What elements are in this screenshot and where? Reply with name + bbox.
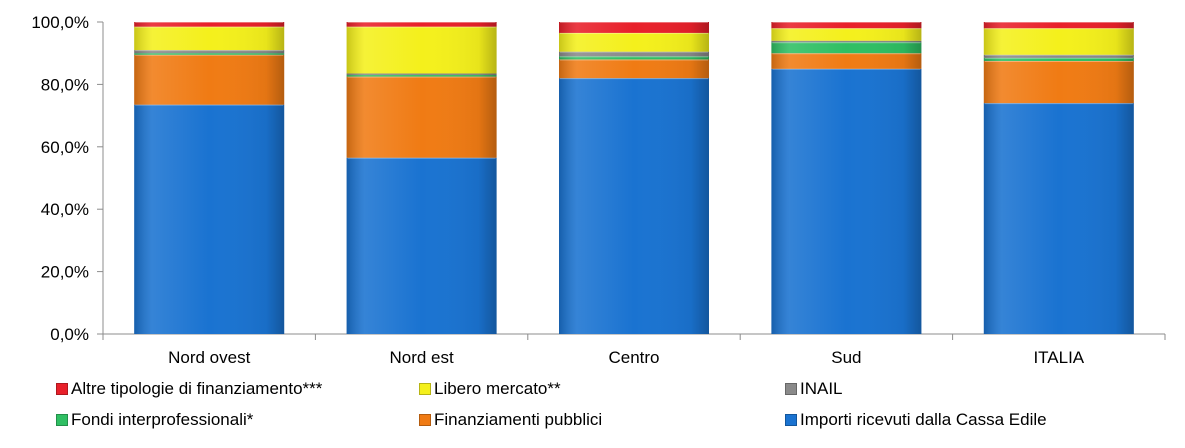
bar-stack (346, 22, 497, 334)
bar-segment-shading (346, 75, 497, 77)
bar-stack (983, 22, 1134, 335)
bar-segment-shading (559, 78, 709, 334)
bar-segment-shading (134, 50, 285, 54)
category-label: Nord est (389, 348, 454, 367)
bar-stack (771, 22, 922, 335)
bar-segment-shading (983, 61, 1134, 104)
category-label: Nord ovest (168, 348, 250, 367)
bar-segment-shading (983, 57, 1134, 61)
bar-segment-shading (983, 103, 1134, 335)
bar-segment-shading (134, 54, 285, 105)
bar-segment-shading (559, 59, 709, 79)
bar-segment-shading (771, 28, 922, 41)
bar-segment-shading (559, 51, 709, 57)
x-axis: Nord ovest Nord est Centro Sud ITALIA (102, 333, 1166, 367)
y-tick-label: 100,0% (31, 13, 89, 32)
y-tick-label: 0,0% (50, 325, 89, 344)
bar-stack (559, 22, 709, 334)
category-label: ITALIA (1033, 348, 1084, 367)
bar-segment-shading (346, 22, 497, 27)
bar-segment-shading (559, 32, 709, 52)
bar-segment-shading (346, 73, 497, 76)
bar-segment-shading (983, 22, 1134, 29)
bar-segment-shading (134, 22, 285, 27)
y-tick-label: 60,0% (41, 138, 89, 157)
bar-segment-shading (559, 56, 709, 60)
bar-segment-shading (134, 26, 285, 51)
bar-segment-shading (346, 157, 497, 334)
bar-segment-shading (983, 28, 1134, 55)
bar-segment-shading (134, 53, 285, 55)
bar-segment-shading (771, 53, 922, 69)
bar-segment-shading (771, 68, 922, 335)
y-tick-label: 40,0% (41, 200, 89, 219)
category-label: Sud (831, 348, 861, 367)
bar-segment-shading (771, 40, 922, 43)
bar-stack (134, 22, 285, 335)
bar-segment-shading (771, 22, 922, 29)
y-tick-label: 20,0% (41, 263, 89, 282)
bar-segment-shading (346, 26, 497, 74)
y-axis: 0,0% 20,0% 40,0% 60,0% 80,0% 100,0% (31, 13, 104, 344)
bar-segment-shading (771, 42, 922, 54)
bar-segment-shading (134, 104, 285, 335)
y-tick-label: 80,0% (41, 75, 89, 94)
bar-segment-shading (346, 76, 497, 158)
category-label: Centro (608, 348, 659, 367)
bars (134, 22, 1134, 335)
bar-segment-shading (559, 22, 709, 33)
bar-segment-shading (983, 54, 1134, 58)
